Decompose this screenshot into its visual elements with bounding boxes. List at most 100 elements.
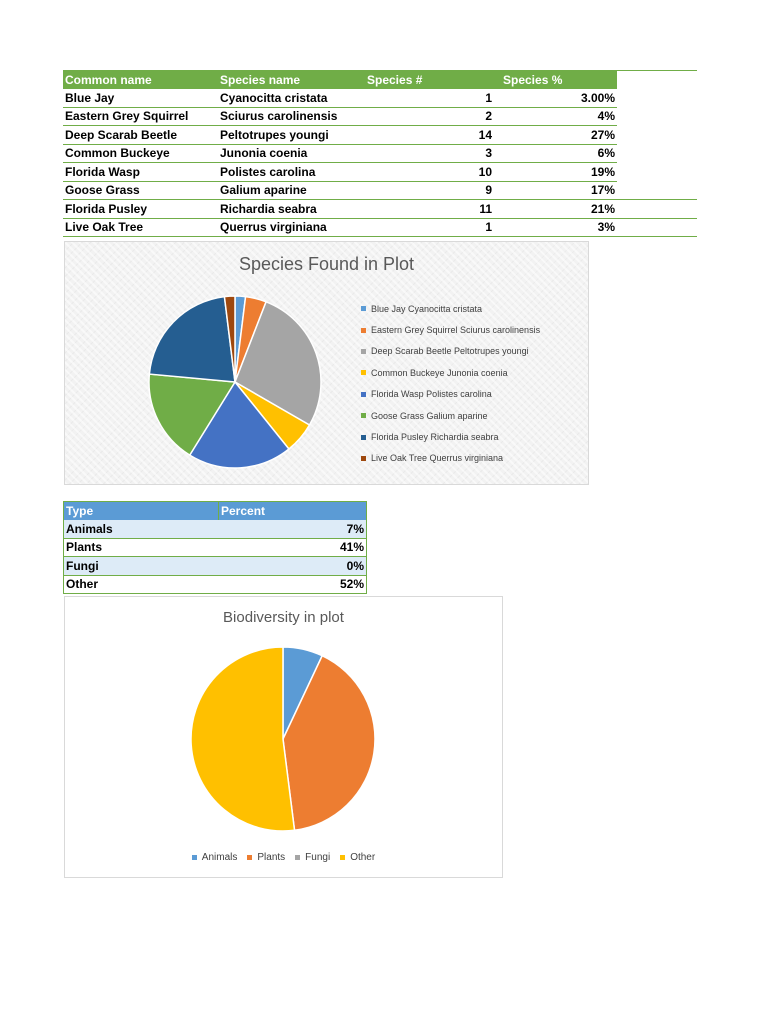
header-species-pct: Species % xyxy=(494,70,617,89)
legend-item: Goose Grass Galium aparine xyxy=(361,405,577,426)
empty-cell xyxy=(617,89,697,107)
legend-item: Deep Scarab Beetle Peltotrupes youngi xyxy=(361,341,577,362)
species-name-cell: Richardia seabra xyxy=(218,199,365,219)
table-row: Florida Wasp Polistes carolina 10 19% xyxy=(63,162,697,182)
pie-slice-0-5 xyxy=(148,373,237,457)
header-common-name: Common name xyxy=(63,70,218,89)
biodiversity-pie xyxy=(190,646,376,832)
legend-swatch xyxy=(361,391,366,397)
species-count-cell: 9 xyxy=(365,181,494,200)
legend-item: Live Oak Tree Querrus virginiana xyxy=(361,448,577,469)
table-row: Common Buckeye Junonia coenia 3 6% xyxy=(63,144,697,163)
table-row: Fungi 0% xyxy=(63,556,367,576)
legend-label: Common Buckeye Junonia coenia xyxy=(371,367,508,378)
table-row: Plants 41% xyxy=(63,538,367,557)
legend-swatch xyxy=(361,413,366,419)
empty-cell xyxy=(617,163,697,182)
legend-swatch xyxy=(295,855,301,860)
legend-item: Other xyxy=(340,852,375,863)
table-row: Eastern Grey Squirrel Sciurus carolinensi… xyxy=(63,107,697,126)
species-legend: Blue Jay Cyanocitta cristata Eastern Grey… xyxy=(361,298,577,469)
table-row: Florida Pusley Richardia seabra 11 21% xyxy=(63,199,697,219)
species-pie xyxy=(148,295,322,469)
legend-label: Florida Wasp Polistes carolina xyxy=(371,389,492,400)
species-pct-cell: 6% xyxy=(494,144,617,163)
legend-label: Fungi xyxy=(305,852,331,863)
species-pct-cell: 17% xyxy=(494,181,617,200)
legend-swatch xyxy=(361,327,366,333)
header-type: Type xyxy=(63,501,219,520)
legend-label: Other xyxy=(350,852,376,863)
table-row: Goose Grass Galium aparine 9 17% xyxy=(63,181,697,200)
table-row: Other 52% xyxy=(63,575,367,594)
percent-cell: 7% xyxy=(218,520,367,539)
species-count-cell: 14 xyxy=(365,125,494,145)
species-pct-cell: 21% xyxy=(494,199,617,219)
empty-cell xyxy=(617,218,697,237)
chart-title: Species Found in Plot xyxy=(238,254,415,274)
species-pie-chart: Species Found in Plot Blue Jay Cyanocitt… xyxy=(64,241,589,485)
species-pct-cell: 4% xyxy=(494,107,617,126)
percent-cell: 52% xyxy=(218,575,367,594)
common-name-cell: Live Oak Tree xyxy=(63,218,218,237)
legend-label: Blue Jay Cyanocitta cristata xyxy=(371,303,483,314)
percent-cell: 41% xyxy=(218,538,367,557)
legend-swatch xyxy=(247,855,253,860)
legend-item: Florida Wasp Polistes carolina xyxy=(361,384,577,405)
table-row: Live Oak Tree Querrus virginiana 1 3% xyxy=(63,218,697,237)
common-name-cell: Deep Scarab Beetle xyxy=(63,125,218,145)
biodiversity-legend: Animals Plants Fungi Other xyxy=(65,852,502,863)
legend-item: Eastern Grey Squirrel Sciurus carolinens… xyxy=(361,319,577,340)
species-name-cell: Cyanocitta cristata xyxy=(218,89,365,108)
species-count-cell: 10 xyxy=(365,162,494,182)
species-table-header: Common name Species name Species # Speci… xyxy=(63,70,697,89)
legend-item: Blue Jay Cyanocitta cristata xyxy=(361,298,577,319)
species-name-cell: Sciurus carolinensis xyxy=(218,107,365,126)
species-name-cell: Peltotrupes youngi xyxy=(218,125,365,145)
legend-item: Animals xyxy=(191,852,237,863)
type-cell: Other xyxy=(63,575,219,594)
common-name-cell: Eastern Grey Squirrel xyxy=(63,107,218,126)
legend-label: Plants xyxy=(257,852,286,863)
type-cell: Animals xyxy=(63,520,219,539)
table-row: Deep Scarab Beetle Peltotrupes youngi 14 27… xyxy=(63,125,697,145)
legend-item: Florida Pusley Richardia seabra xyxy=(361,426,577,447)
species-count-cell: 11 xyxy=(365,199,494,219)
species-table: Common name Species name Species # Speci… xyxy=(63,70,697,237)
common-name-cell: Goose Grass xyxy=(63,181,218,200)
type-cell: Plants xyxy=(63,538,219,557)
species-pct-cell: 27% xyxy=(494,125,617,145)
legend-swatch xyxy=(361,455,366,461)
header-empty-cell xyxy=(617,70,697,89)
common-name-cell: Florida Wasp xyxy=(63,162,218,182)
species-pct-cell: 3.00% xyxy=(494,89,617,108)
pie-slice-1-1 xyxy=(282,654,376,832)
legend-swatch xyxy=(361,306,366,312)
table-row: Animals 7% xyxy=(63,520,367,539)
table-row: Blue Jay Cyanocitta cristata 1 3.00% xyxy=(63,89,697,108)
type-cell: Fungi xyxy=(63,556,219,576)
empty-cell xyxy=(617,181,697,200)
legend-label: Goose Grass Galium aparine xyxy=(371,410,488,421)
pie-slice-0-7 xyxy=(223,295,236,383)
species-count-cell: 1 xyxy=(365,218,494,237)
species-name-cell: Polistes carolina xyxy=(218,162,365,182)
header-species-name: Species name xyxy=(218,70,365,89)
species-count-cell: 1 xyxy=(365,89,494,108)
legend-swatch xyxy=(191,855,197,860)
legend-item: Common Buckeye Junonia coenia xyxy=(361,362,577,383)
common-name-cell: Common Buckeye xyxy=(63,144,218,163)
legend-label: Live Oak Tree Querrus virginiana xyxy=(371,453,504,464)
legend-swatch xyxy=(340,855,346,860)
common-name-cell: Blue Jay xyxy=(63,89,218,108)
legend-swatch xyxy=(361,434,366,440)
species-pct-cell: 3% xyxy=(494,218,617,237)
biodiversity-pie-chart: Biodiversity in plot Animals Plants Fungi O… xyxy=(64,596,503,878)
legend-swatch xyxy=(361,370,366,376)
legend-label: Eastern Grey Squirrel Sciurus carolinens… xyxy=(371,325,541,336)
species-name-cell: Querrus virginiana xyxy=(218,218,365,237)
species-pct-cell: 19% xyxy=(494,162,617,182)
header-species-count: Species # xyxy=(365,70,494,89)
empty-cell xyxy=(617,144,697,163)
species-count-cell: 2 xyxy=(365,107,494,126)
